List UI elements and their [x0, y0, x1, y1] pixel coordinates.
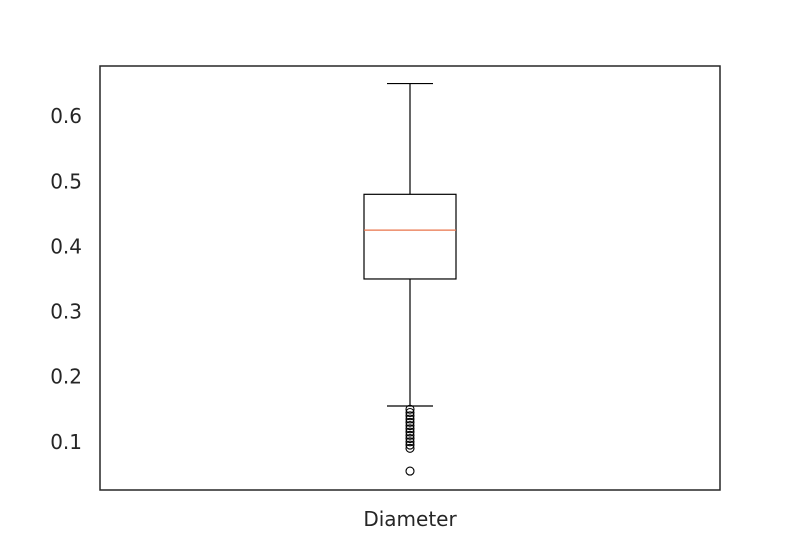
outlier-point [405, 437, 415, 447]
outlier-point [405, 411, 415, 421]
outlier-point [405, 424, 415, 434]
outlier-point [405, 433, 415, 444]
outlier-point [405, 443, 415, 453]
x-axis-ticks: Diameter [363, 507, 457, 531]
y-tick-label: 0.1 [50, 430, 82, 454]
outlier-point [405, 420, 415, 431]
y-tick-label: 0.4 [50, 234, 82, 258]
y-axis-ticks: 0.1 0.2 0.3 0.4 0.5 0.6 [50, 104, 82, 454]
outlier-point [405, 440, 415, 450]
outlier-point [405, 407, 415, 418]
plot-marks [363, 82, 457, 476]
outlier-point [405, 404, 415, 414]
y-tick-label: 0.5 [50, 169, 82, 193]
box-group [363, 82, 457, 476]
y-tick-label: 0.2 [50, 365, 82, 389]
plot-frame [99, 65, 721, 491]
outlier-point [405, 466, 415, 476]
outlier-point [405, 427, 415, 437]
y-tick-label: 0.6 [50, 104, 82, 128]
x-category-label: Diameter [363, 507, 457, 531]
outlier-point [405, 430, 415, 440]
y-tick-label: 0.3 [50, 300, 82, 324]
outlier-point [405, 414, 415, 424]
iqr-box [363, 193, 457, 280]
outlier-point [405, 417, 415, 427]
